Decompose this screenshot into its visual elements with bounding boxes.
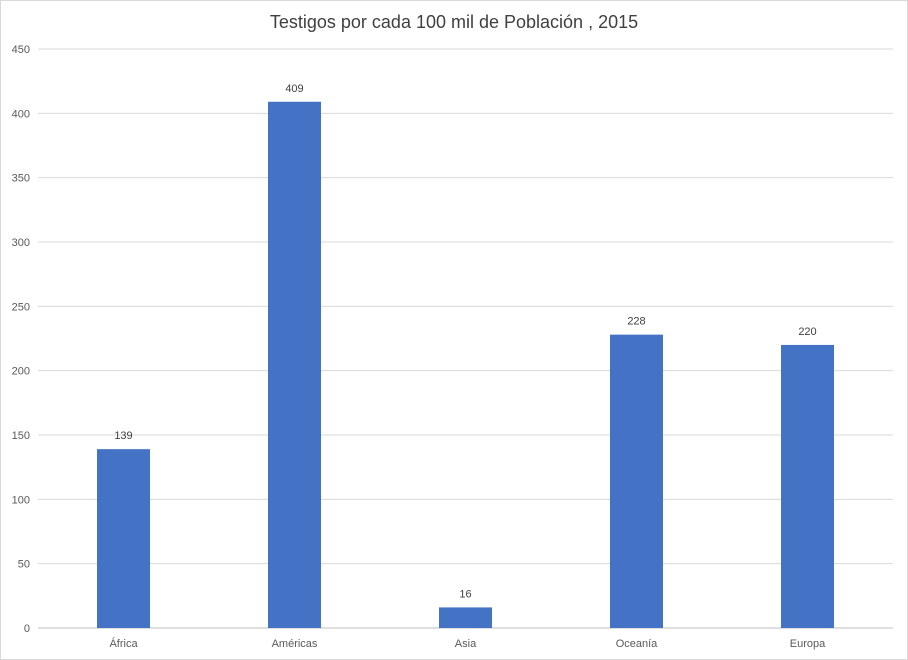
bars	[96, 101, 835, 628]
x-tick-label: Américas	[272, 638, 318, 650]
data-label: 139	[114, 430, 132, 442]
y-tick-label: 150	[12, 430, 30, 442]
y-tick-label: 100	[12, 494, 30, 506]
bar	[267, 101, 322, 628]
gridlines	[38, 48, 893, 629]
data-label: 16	[459, 588, 471, 600]
y-tick-label: 350	[12, 173, 30, 185]
bar	[780, 344, 835, 628]
x-tick-label: Asia	[455, 638, 477, 650]
y-tick-label: 400	[12, 108, 30, 120]
y-tick-label: 200	[12, 366, 30, 378]
x-axis-ticks: África Américas Asia Oceanía Europa	[109, 637, 826, 650]
bar	[609, 334, 664, 628]
data-label: 220	[798, 326, 816, 338]
y-tick-label: 450	[12, 44, 30, 56]
data-labels: 139 409 16 228 220	[114, 83, 816, 601]
data-label: 228	[627, 316, 645, 328]
y-tick-label: 0	[24, 623, 30, 635]
y-tick-label: 300	[12, 237, 30, 249]
x-tick-label: Oceanía	[616, 638, 658, 650]
x-tick-label: África	[109, 637, 138, 650]
x-tick-label: Europa	[790, 638, 826, 650]
chart-title: Testigos por cada 100 mil de Población ,…	[269, 12, 639, 32]
y-tick-label: 50	[18, 559, 30, 571]
y-axis-ticks: 0 50 100 150 200 250 300 350 400 450	[12, 44, 30, 635]
bar	[96, 449, 151, 628]
data-label: 409	[285, 83, 303, 95]
bar	[438, 607, 493, 628]
y-tick-label: 250	[12, 301, 30, 313]
